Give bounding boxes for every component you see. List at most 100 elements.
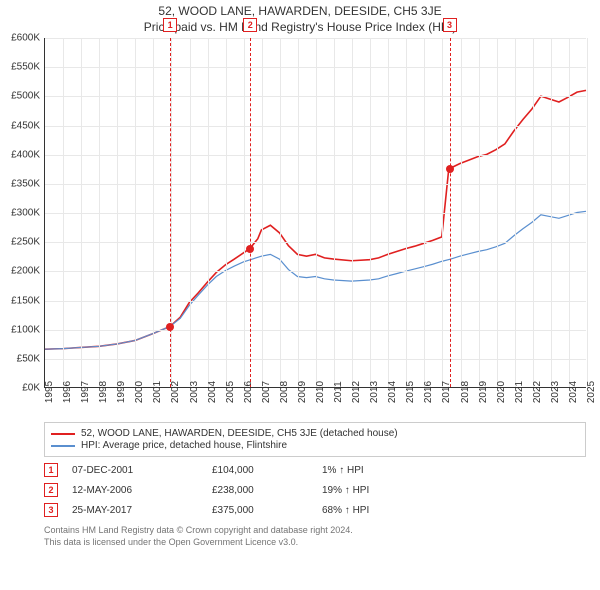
gridline-v — [479, 38, 480, 387]
gridline-v — [587, 38, 588, 387]
gridline-v — [461, 38, 462, 387]
tx-price: £238,000 — [212, 485, 322, 496]
transactions-table: 107-DEC-2001£104,0001% ↑ HPI212-MAY-2006… — [44, 463, 586, 517]
tx-date: 25-MAY-2017 — [72, 505, 212, 516]
x-tick-label: 2002 — [170, 381, 181, 403]
x-tick-label: 2005 — [225, 381, 236, 403]
gridline-v — [244, 38, 245, 387]
marker-line — [250, 38, 251, 387]
x-tick-label: 2024 — [568, 381, 579, 403]
gridline-v — [388, 38, 389, 387]
gridline-v — [99, 38, 100, 387]
plot-area: 123 — [44, 38, 586, 388]
y-tick-label: £300K — [11, 208, 40, 219]
x-tick-label: 2015 — [405, 381, 416, 403]
x-tick-label: 2010 — [315, 381, 326, 403]
y-tick-label: £200K — [11, 266, 40, 277]
legend-label: HPI: Average price, detached house, Flin… — [81, 440, 287, 451]
gridline-v — [370, 38, 371, 387]
gridline-v — [171, 38, 172, 387]
x-tick-label: 2020 — [496, 381, 507, 403]
marker-label: 1 — [163, 18, 177, 32]
gridline-v — [117, 38, 118, 387]
tx-date: 12-MAY-2006 — [72, 485, 212, 496]
x-tick-label: 1999 — [116, 381, 127, 403]
x-tick-label: 1998 — [98, 381, 109, 403]
y-tick-label: £550K — [11, 62, 40, 73]
y-tick-label: £50K — [17, 353, 40, 364]
gridline-v — [515, 38, 516, 387]
marker-dot — [446, 165, 454, 173]
chart-header: 52, WOOD LANE, HAWARDEN, DEESIDE, CH5 3J… — [0, 0, 600, 34]
legend-item: 52, WOOD LANE, HAWARDEN, DEESIDE, CH5 3J… — [51, 428, 579, 439]
x-tick-label: 1995 — [44, 381, 55, 403]
tx-hpi-delta: 19% ↑ HPI — [322, 485, 586, 496]
legend-item: HPI: Average price, detached house, Flin… — [51, 440, 579, 451]
x-tick-label: 2006 — [243, 381, 254, 403]
page: 52, WOOD LANE, HAWARDEN, DEESIDE, CH5 3J… — [0, 0, 600, 590]
tx-hpi-delta: 68% ↑ HPI — [322, 505, 586, 516]
marker-dot — [246, 245, 254, 253]
x-tick-label: 2013 — [369, 381, 380, 403]
x-tick-label: 2019 — [478, 381, 489, 403]
x-tick-label: 2022 — [532, 381, 543, 403]
x-tick-label: 1997 — [80, 381, 91, 403]
x-tick-label: 2023 — [550, 381, 561, 403]
y-tick-label: £100K — [11, 324, 40, 335]
y-tick-label: £150K — [11, 295, 40, 306]
marker-dot — [166, 323, 174, 331]
x-tick-label: 2018 — [460, 381, 471, 403]
gridline-v — [551, 38, 552, 387]
gridline-v — [190, 38, 191, 387]
tx-price: £104,000 — [212, 465, 322, 476]
marker-label: 2 — [243, 18, 257, 32]
footnote-line: This data is licensed under the Open Gov… — [44, 537, 586, 549]
x-tick-label: 2017 — [441, 381, 452, 403]
gridline-v — [262, 38, 263, 387]
marker-label: 3 — [443, 18, 457, 32]
x-tick-label: 2004 — [207, 381, 218, 403]
gridline-v — [280, 38, 281, 387]
tx-marker: 1 — [44, 463, 58, 477]
x-tick-label: 2016 — [423, 381, 434, 403]
x-tick-label: 1996 — [62, 381, 73, 403]
x-tick-label: 2025 — [586, 381, 597, 403]
gridline-v — [298, 38, 299, 387]
x-tick-label: 2007 — [261, 381, 272, 403]
marker-line — [170, 38, 171, 387]
marker-line — [450, 38, 451, 387]
y-axis: £0K£50K£100K£150K£200K£250K£300K£350K£40… — [0, 38, 44, 388]
x-tick-label: 2012 — [351, 381, 362, 403]
gridline-v — [153, 38, 154, 387]
gridline-v — [497, 38, 498, 387]
y-tick-label: £500K — [11, 91, 40, 102]
gridline-v — [334, 38, 335, 387]
gridline-v — [533, 38, 534, 387]
legend: 52, WOOD LANE, HAWARDEN, DEESIDE, CH5 3J… — [44, 422, 586, 457]
gridline-v — [135, 38, 136, 387]
gridline-v — [81, 38, 82, 387]
chart-title: 52, WOOD LANE, HAWARDEN, DEESIDE, CH5 3J… — [10, 4, 590, 18]
tx-price: £375,000 — [212, 505, 322, 516]
tx-marker: 3 — [44, 503, 58, 517]
gridline-v — [63, 38, 64, 387]
footnote-line: Contains HM Land Registry data © Crown c… — [44, 525, 586, 537]
gridline-v — [352, 38, 353, 387]
x-tick-label: 2000 — [134, 381, 145, 403]
x-tick-label: 2011 — [333, 381, 344, 403]
y-tick-label: £350K — [11, 178, 40, 189]
gridline-v — [569, 38, 570, 387]
legend-swatch — [51, 433, 75, 435]
gridline-v — [316, 38, 317, 387]
x-tick-label: 2001 — [152, 381, 163, 403]
y-tick-label: £0K — [22, 383, 40, 394]
y-tick-label: £600K — [11, 33, 40, 44]
x-tick-label: 2009 — [297, 381, 308, 403]
gridline-v — [226, 38, 227, 387]
y-tick-label: £250K — [11, 237, 40, 248]
y-tick-label: £450K — [11, 120, 40, 131]
gridline-v — [442, 38, 443, 387]
y-tick-label: £400K — [11, 149, 40, 160]
x-tick-label: 2003 — [189, 381, 200, 403]
legend-label: 52, WOOD LANE, HAWARDEN, DEESIDE, CH5 3J… — [81, 428, 398, 439]
